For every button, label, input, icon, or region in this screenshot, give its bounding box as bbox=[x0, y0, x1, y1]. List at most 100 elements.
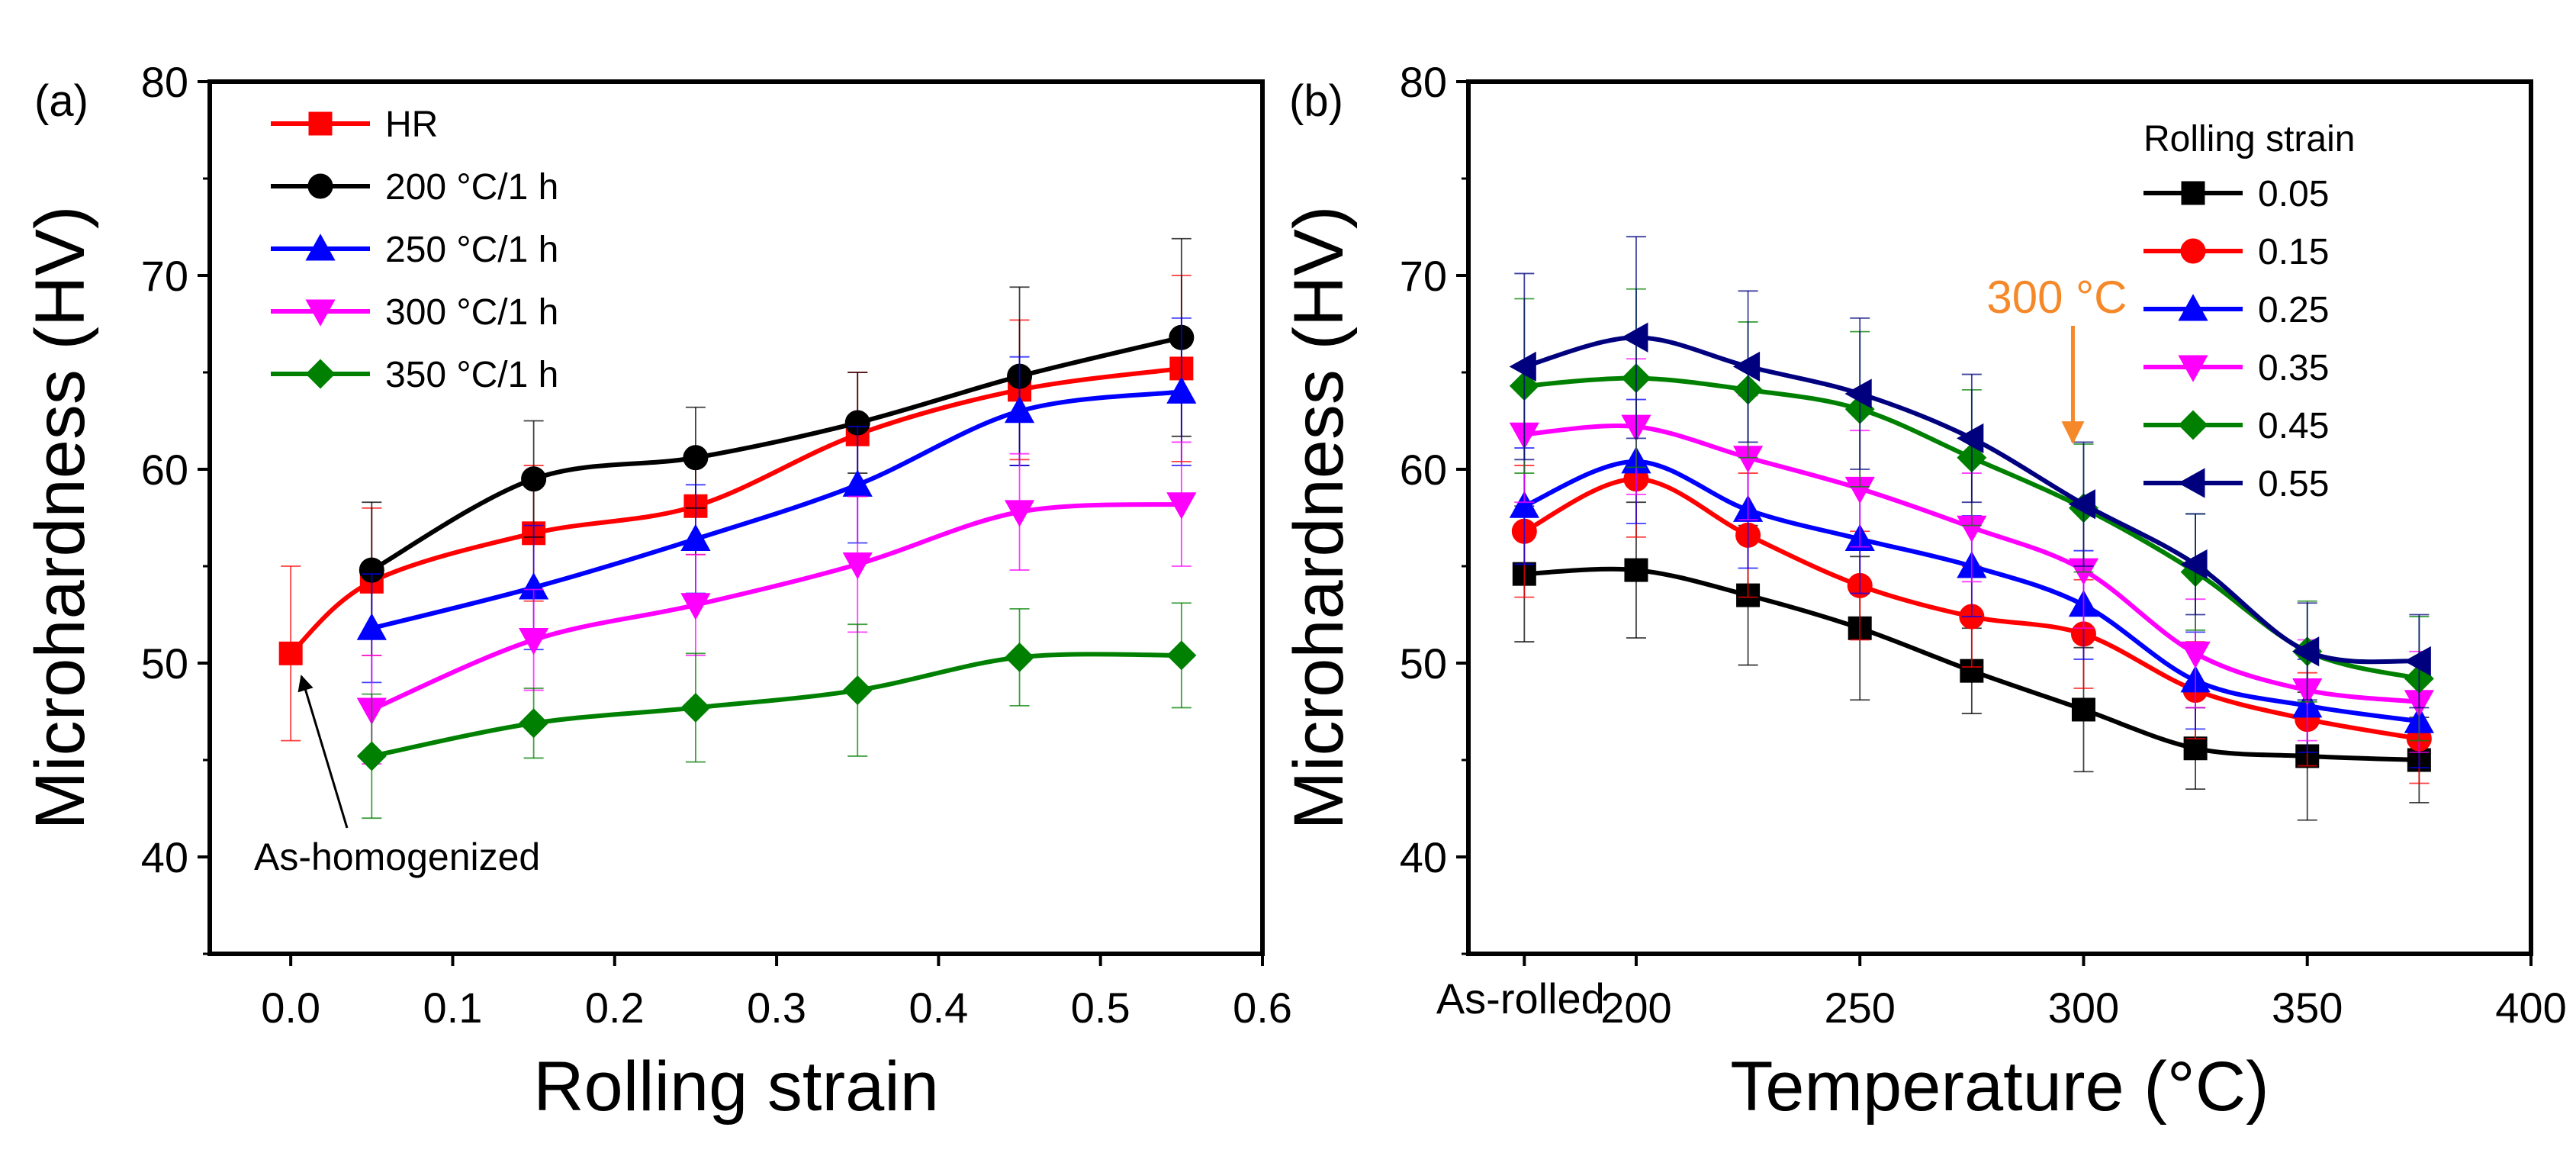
y-tick-label: 40 bbox=[1400, 833, 1447, 881]
data-point bbox=[2183, 736, 2208, 761]
data-point bbox=[1624, 558, 1648, 582]
panel-b-chart: 200 250 300 350 400 As-rolled 40 50 60 70 80 Temper… bbox=[1280, 58, 2567, 1126]
legend-title: Rolling strain bbox=[2143, 119, 2355, 159]
data-point bbox=[683, 445, 709, 471]
data-point bbox=[356, 613, 387, 640]
data-point bbox=[521, 466, 547, 492]
legend-label: 300 °C/1 h bbox=[385, 292, 558, 333]
legend-marker bbox=[2180, 238, 2206, 264]
plot-frame bbox=[1466, 79, 2533, 956]
series-line bbox=[371, 389, 1182, 631]
legend-label: 200 °C/1 h bbox=[385, 167, 558, 208]
legend-label: 0.25 bbox=[2258, 290, 2329, 330]
x-tick-label: 0.3 bbox=[747, 984, 806, 1032]
data-point bbox=[278, 641, 303, 665]
legend-marker bbox=[2181, 181, 2205, 205]
legend-entry: 250 °C/1 h bbox=[271, 230, 558, 270]
x-tick-label: 0.6 bbox=[1233, 984, 1292, 1032]
y-tick-label: 60 bbox=[141, 446, 188, 494]
x-axis-title: Rolling strain bbox=[533, 1048, 939, 1126]
legend-marker bbox=[305, 299, 336, 327]
legend-marker bbox=[305, 359, 336, 389]
legend-entry: HR bbox=[271, 105, 438, 145]
x-tick-label: 300 bbox=[2048, 984, 2119, 1032]
data-point bbox=[1166, 376, 1197, 404]
x-tick-label: 0.2 bbox=[585, 984, 645, 1032]
legend-entry: 0.05 bbox=[2143, 174, 2329, 214]
legend-marker bbox=[2178, 468, 2205, 498]
data-point bbox=[1005, 642, 1034, 672]
data-point bbox=[356, 741, 387, 771]
x-tick-label: 0.4 bbox=[909, 984, 968, 1032]
data-point bbox=[1509, 491, 1539, 518]
legend-entry: 0.45 bbox=[2143, 406, 2329, 446]
series-line bbox=[289, 366, 1182, 655]
panel-a-chart: 0.0 0.1 0.2 0.3 0.4 0.5 0.6 40 50 60 70 80 Rolling s… bbox=[21, 58, 1292, 1126]
legend-marker bbox=[2178, 410, 2208, 440]
x-tick-label: 0.5 bbox=[1071, 984, 1130, 1032]
series-350-c-1-h bbox=[356, 602, 1197, 820]
legend-marker bbox=[2178, 294, 2208, 321]
legend-label: 0.45 bbox=[2258, 406, 2329, 446]
legend-label: 0.15 bbox=[2258, 232, 2329, 272]
legend-label: 0.05 bbox=[2258, 174, 2329, 214]
annotation-300c: 300 °C bbox=[1986, 272, 2127, 323]
x-tick-label: 0.1 bbox=[423, 984, 483, 1032]
data-point bbox=[1732, 351, 1761, 382]
panel-label: (a) bbox=[34, 76, 88, 126]
y-tick-label: 60 bbox=[1400, 446, 1447, 494]
legend-label: 250 °C/1 h bbox=[385, 230, 558, 270]
data-point bbox=[2180, 641, 2211, 669]
y-tick-label: 80 bbox=[1400, 58, 1447, 106]
series-line bbox=[371, 652, 1182, 758]
y-tick-label: 50 bbox=[141, 639, 188, 688]
y-tick-label: 40 bbox=[141, 833, 188, 881]
x-tick-label: 200 bbox=[1600, 984, 1671, 1032]
legend-marker bbox=[2178, 355, 2208, 382]
data-point bbox=[1844, 378, 1872, 409]
data-point bbox=[1621, 322, 1648, 353]
data-point bbox=[680, 692, 711, 723]
panel-label: (b) bbox=[1289, 76, 1343, 126]
legend-entry: 350 °C/1 h bbox=[271, 355, 558, 395]
legend-entry: 300 °C/1 h bbox=[271, 292, 558, 333]
data-point bbox=[1166, 492, 1197, 520]
data-point bbox=[1166, 640, 1197, 671]
data-point bbox=[2180, 549, 2208, 580]
legend-marker bbox=[308, 111, 333, 136]
y-tick-label: 70 bbox=[141, 252, 188, 300]
y-axis-title: Microhardness (HV) bbox=[21, 206, 99, 830]
y-axis-title: Microhardness (HV) bbox=[1280, 206, 1358, 830]
data-point bbox=[680, 523, 711, 551]
legend-label: 0.55 bbox=[2258, 464, 2329, 504]
data-point bbox=[842, 552, 873, 580]
data-point bbox=[1004, 396, 1035, 424]
legend-entry: 0.15 bbox=[2143, 232, 2329, 272]
data-point bbox=[680, 593, 711, 620]
data-point bbox=[842, 469, 873, 497]
legend-entry: 0.35 bbox=[2143, 348, 2329, 388]
data-point bbox=[1004, 500, 1035, 527]
data-point bbox=[519, 628, 549, 655]
y-tick-label: 50 bbox=[1400, 639, 1447, 688]
data-point bbox=[519, 708, 549, 739]
legend-entry: 0.25 bbox=[2143, 290, 2329, 330]
annotation-arrow bbox=[297, 675, 349, 829]
y-tick-label: 70 bbox=[1400, 252, 1447, 300]
x-tick-label: 400 bbox=[2495, 984, 2566, 1032]
data-point bbox=[842, 675, 873, 706]
legend-entry: 0.55 bbox=[2143, 464, 2329, 504]
data-point bbox=[1957, 423, 1984, 453]
data-point bbox=[1509, 351, 1536, 382]
plot-frame bbox=[207, 79, 1265, 956]
legend-label: HR bbox=[385, 105, 438, 145]
x-tick-label-as-rolled: As-rolled bbox=[1436, 974, 1605, 1023]
legend-label: 0.35 bbox=[2258, 348, 2329, 388]
y-tick-label: 80 bbox=[141, 58, 188, 106]
data-point bbox=[2404, 646, 2431, 677]
series-250-c-1-h bbox=[356, 317, 1197, 684]
x-tick-label: 350 bbox=[2272, 984, 2343, 1032]
x-tick-label: 0.0 bbox=[261, 984, 320, 1032]
legend-marker bbox=[305, 233, 336, 261]
